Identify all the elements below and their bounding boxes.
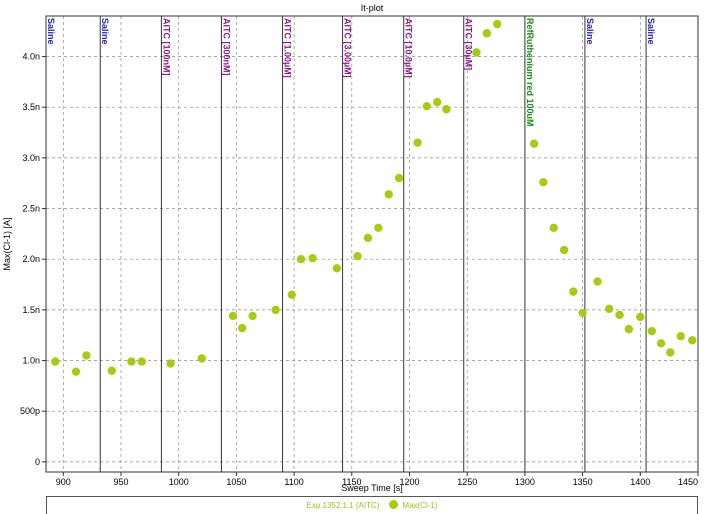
data-points: [51, 19, 697, 376]
x-axis-label: Sweep Time [s]: [341, 483, 403, 493]
event-label: AITC [300nM]: [221, 18, 231, 76]
event-label: Saline: [646, 18, 656, 45]
x-tick-label: 1400: [630, 477, 650, 487]
x-tick-label: 1150: [342, 477, 361, 487]
data-point: [666, 348, 675, 357]
legend-content: Exp 1352.1.1 (AITC) Max(Cl-1): [47, 500, 697, 510]
y-tick-label: 1.5n: [22, 305, 40, 315]
data-point: [656, 339, 666, 348]
event-label: Saline: [100, 18, 110, 45]
data-point: [127, 357, 136, 366]
event-label: AITC [1.00µM]: [283, 18, 293, 78]
data-point: [228, 311, 238, 321]
data-point: [353, 251, 362, 261]
event-label: RefRuthenium red 100uM: [525, 18, 535, 127]
data-point: [604, 304, 614, 314]
x-tick-label: 1450: [678, 477, 698, 487]
data-point: [332, 264, 342, 273]
data-point: [539, 177, 548, 187]
data-point: [374, 223, 383, 232]
y-tick-label: 500p: [20, 406, 40, 416]
data-point: [271, 305, 280, 315]
data-point: [559, 245, 569, 255]
data-point: [71, 367, 81, 376]
event-label: AITC [10.0µM]: [404, 18, 414, 78]
event-label: AITC [3.00µM]: [343, 18, 353, 78]
plot-frame: [45, 15, 699, 473]
data-point: [308, 253, 317, 263]
y-axis-label: Max(Cl-1) [A]: [2, 217, 12, 270]
y-tick-label: 1.0n: [22, 356, 40, 366]
data-point: [569, 287, 578, 296]
data-point: [287, 290, 296, 299]
axes: 900 950 1000 1050 1100 1150 1200 1250 1300 1350 14…: [20, 15, 699, 487]
data-point: [394, 173, 404, 183]
x-tick-label: 1200: [399, 477, 419, 487]
x-tick-label: 950: [113, 477, 128, 487]
data-point: [688, 336, 697, 345]
data-point: [197, 354, 206, 363]
y-tick-label: 3.5n: [22, 102, 40, 112]
plot-background: [46, 16, 698, 472]
event-label: AITC [30µM]: [464, 18, 474, 70]
x-tick-label: 1000: [169, 477, 189, 487]
y-tick-label: 4.0n: [22, 52, 40, 62]
data-point: [482, 29, 492, 38]
plot-area: [46, 16, 698, 472]
data-point: [472, 48, 481, 57]
x-tick-label: 1050: [226, 477, 246, 487]
legend-dataset-label: Exp 1352.1.1 (AITC): [306, 501, 380, 510]
data-point: [384, 190, 393, 199]
data-point: [624, 324, 633, 334]
data-point: [433, 97, 442, 107]
data-point: [422, 101, 432, 111]
event-label: Saline: [585, 18, 595, 45]
legend: Exp 1352.1.1 (AITC) Max(Cl-1): [46, 496, 698, 514]
x-tick-label: 1100: [284, 477, 303, 487]
data-point: [615, 310, 624, 320]
x-tick-label: 1350: [573, 477, 593, 487]
event-label: Saline: [46, 18, 56, 45]
legend-marker-icon: [389, 500, 399, 509]
data-point: [442, 105, 451, 114]
x-tick-label: 1300: [515, 477, 535, 487]
data-point: [137, 357, 146, 366]
data-point: [593, 277, 602, 286]
y-tick-label: 3.0n: [22, 153, 40, 163]
data-point: [413, 138, 422, 147]
y-tick-label: 2.0n: [22, 254, 40, 264]
y-tick-label: 2.5n: [22, 204, 40, 214]
data-point: [529, 139, 539, 148]
data-point: [493, 19, 502, 29]
y-tick-label: 0: [35, 457, 40, 467]
data-point: [647, 326, 657, 336]
data-point: [237, 323, 247, 333]
data-point: [248, 311, 257, 321]
event-label: AITC [100nM]: [161, 18, 171, 76]
legend-series-label: Max(Cl-1): [402, 501, 438, 510]
data-point: [107, 366, 116, 375]
chart-title: It-plot: [361, 3, 384, 13]
data-point: [166, 359, 175, 368]
data-point: [51, 357, 60, 366]
data-point: [676, 332, 685, 341]
x-tick-label: 900: [56, 477, 71, 487]
data-point: [363, 233, 373, 243]
data-point: [578, 308, 587, 318]
data-point: [82, 351, 91, 360]
data-point: [636, 312, 645, 322]
data-point: [549, 223, 558, 232]
it-plot-chart: Saline Saline AITC [100nM] AITC [300nM] AITC…: [2, 3, 699, 493]
x-tick-label: 1250: [457, 477, 477, 487]
data-point: [296, 255, 306, 264]
